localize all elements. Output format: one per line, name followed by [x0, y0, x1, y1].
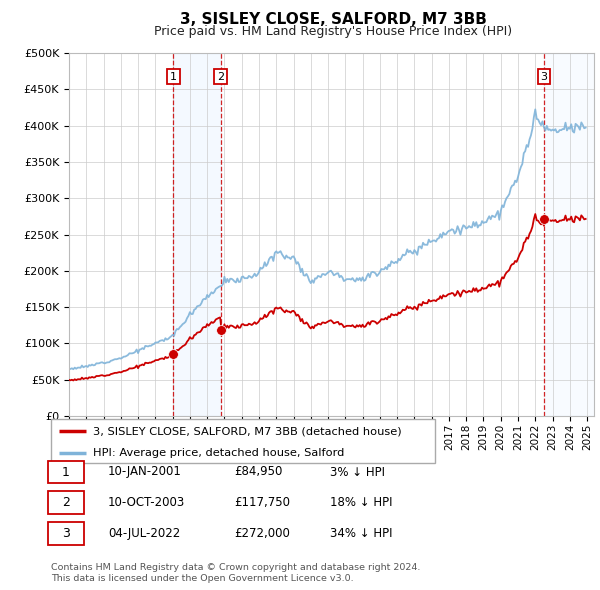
Text: 3% ↓ HPI: 3% ↓ HPI	[330, 466, 385, 478]
Text: 34% ↓ HPI: 34% ↓ HPI	[330, 527, 392, 540]
Text: £117,750: £117,750	[234, 496, 290, 509]
Text: 3: 3	[541, 72, 547, 81]
Bar	[544, 53, 596, 416]
Text: 1: 1	[170, 72, 177, 81]
Text: £272,000: £272,000	[234, 527, 290, 540]
Text: 2: 2	[217, 72, 224, 81]
Text: Price paid vs. HM Land Registry's House Price Index (HPI): Price paid vs. HM Land Registry's House …	[154, 25, 512, 38]
Text: HPI: Average price, detached house, Salford: HPI: Average price, detached house, Salf…	[93, 448, 344, 458]
Text: 3: 3	[62, 527, 70, 540]
Text: 10-JAN-2001: 10-JAN-2001	[108, 466, 182, 478]
Text: 10-OCT-2003: 10-OCT-2003	[108, 496, 185, 509]
Text: 04-JUL-2022: 04-JUL-2022	[108, 527, 180, 540]
Text: 2: 2	[62, 496, 70, 509]
Text: 1: 1	[62, 466, 70, 478]
Text: 3, SISLEY CLOSE, SALFORD, M7 3BB (detached house): 3, SISLEY CLOSE, SALFORD, M7 3BB (detach…	[93, 427, 402, 436]
Bar	[173, 53, 221, 416]
Text: £84,950: £84,950	[234, 466, 283, 478]
Text: 18% ↓ HPI: 18% ↓ HPI	[330, 496, 392, 509]
FancyBboxPatch shape	[51, 419, 435, 463]
Text: Contains HM Land Registry data © Crown copyright and database right 2024.
This d: Contains HM Land Registry data © Crown c…	[51, 563, 421, 583]
Text: 3, SISLEY CLOSE, SALFORD, M7 3BB: 3, SISLEY CLOSE, SALFORD, M7 3BB	[179, 12, 487, 27]
